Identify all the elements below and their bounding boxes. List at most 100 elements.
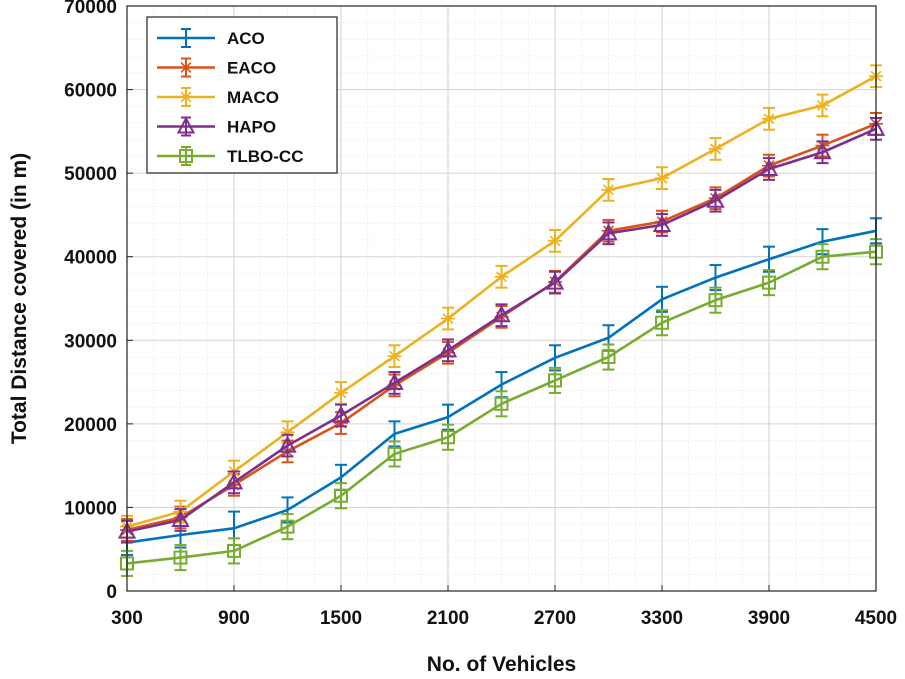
x-tick-label: 3900 [748,608,790,629]
star-stroke [180,91,192,103]
data-point-triangle [652,214,672,232]
data-point-star [548,233,562,248]
error-bar [335,482,347,510]
y-axis-label: Total Distance covered (in m) [8,153,31,444]
star-stroke [496,271,507,283]
data-point-square [441,430,455,445]
data-point-square [815,249,830,264]
data-point-triangle [813,142,832,160]
legend-entry-tlbo-cc: TLBO-CC [157,146,303,166]
star-stroke [817,99,828,111]
data-point-triangle [759,158,779,176]
star-stroke [549,235,561,247]
data-point-triangle [385,372,404,390]
data-point-triangle [492,305,511,323]
y-tick-label: 40000 [64,248,117,269]
star-stroke [389,350,400,362]
error-bar [174,544,187,572]
data-point-square [227,543,241,558]
x-axis-label: No. of Vehicles [427,653,576,676]
legend-entry-hapo: HAPO [157,116,276,137]
data-point-square [173,550,188,565]
x-tick-label: 2700 [534,608,576,629]
y-tick-label: 60000 [64,81,117,102]
legend-label: MACO [227,88,279,107]
error-bar [281,513,294,541]
data-point-triangle [224,472,244,490]
x-tick-label: 4500 [855,608,897,629]
data-point-star [655,171,669,186]
error-bar [656,309,668,337]
y-tick-label: 0 [106,582,117,603]
error-bar [709,286,722,314]
star-stroke [335,387,347,399]
data-point-star [179,60,193,75]
star-stroke [710,143,721,155]
error-bar [549,366,561,394]
error-bar [816,243,829,271]
data-point-triangle [176,116,196,134]
data-point-star [387,349,402,364]
y-tick-label: 10000 [64,498,117,519]
x-tick-label: 3300 [641,608,683,629]
data-point-star [441,311,455,326]
tick-labels: 0 10000 20000 30000 40000 50000 60000 70000 300 9… [64,0,897,629]
data-point-square [548,373,562,388]
y-tick-label: 20000 [64,415,117,436]
series-hapo [117,116,886,544]
data-point-star [815,98,830,113]
data-point-square [655,315,669,330]
data-point-square [179,149,193,163]
data-point-star [601,182,616,197]
data-point-triangle [706,190,725,208]
y-tick-label: 50000 [64,164,117,185]
error-bar [388,440,401,468]
data-point-triangle [331,405,351,423]
data-point-square [494,396,509,411]
data-point-square [708,293,723,308]
data-point-triangle [545,272,565,290]
series-maco [120,64,883,539]
y-tick-label: 70000 [64,0,117,18]
legend-label: TLBO-CC [227,147,303,166]
star-stroke [180,62,192,73]
star-stroke [656,172,668,184]
plot-frame [126,5,877,592]
legend-label: EACO [227,59,276,78]
data-point-square [280,519,295,534]
legend-entry-eaco: EACO [157,57,276,78]
legend-label: HAPO [227,118,276,137]
star-stroke [442,313,454,325]
star-stroke [603,184,614,196]
x-tick-label: 1500 [320,608,362,629]
y-tick-label: 30000 [64,331,117,352]
x-tick-label: 300 [111,608,143,629]
error-bar [602,343,615,371]
error-bar [763,269,775,297]
legend: ACO EACO MACO HAPO TLBO-CC [146,16,338,174]
data-point-triangle [171,509,190,527]
legend-label: ACO [227,29,265,48]
error-bar [495,390,508,418]
data-point-star [708,141,723,156]
x-tick-label: 2100 [427,608,469,629]
legend-entry-aco: ACO [157,28,265,48]
data-point-triangle [599,223,618,241]
data-point-square [387,446,402,461]
legend-box [146,16,338,174]
error-bar [228,537,240,565]
data-point-star [179,90,193,104]
legend-entry-maco: MACO [157,87,279,107]
data-point-square [334,488,348,503]
series-layer [117,64,886,577]
x-tick-label: 900 [218,608,250,629]
data-point-square [762,275,776,290]
data-point-triangle [438,340,458,358]
series-tlbo-cc [120,238,883,577]
data-point-triangle [278,435,297,453]
star-stroke [763,113,775,125]
data-point-star [494,269,509,284]
data-point-square [601,350,616,364]
data-point-star [334,385,348,400]
